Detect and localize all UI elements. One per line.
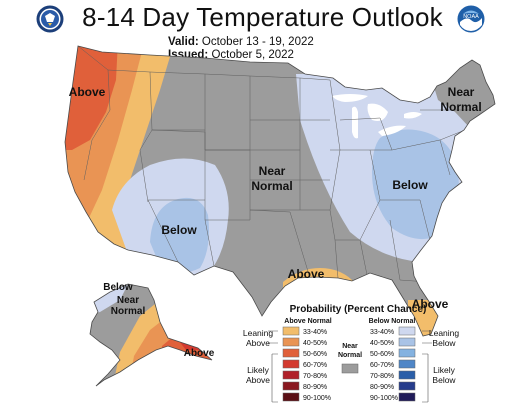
legend-above-header: Above Normal bbox=[284, 318, 332, 325]
florida-above-label: Above bbox=[412, 297, 449, 311]
valid-line: Valid: October 13 - 19, 2022 bbox=[168, 36, 314, 48]
leaning-above-bracket bbox=[268, 330, 278, 344]
leaning-below-bracket bbox=[422, 330, 432, 344]
leaning-below-line2: Below bbox=[432, 338, 456, 348]
alaska-category-layer bbox=[90, 284, 212, 386]
likely-above-line1: Likely bbox=[247, 365, 269, 375]
great-lakes bbox=[332, 94, 422, 139]
legend: Probability (Percent Chance) Above Norma… bbox=[243, 304, 460, 403]
below-bin-swatch-2 bbox=[398, 337, 416, 347]
below-bin-label-7: 90-100% bbox=[370, 395, 398, 402]
likely-above-bracket bbox=[271, 353, 278, 403]
above-bin-swatch-1 bbox=[282, 326, 300, 336]
alaska-above-label: Above bbox=[184, 348, 215, 359]
above-bin-swatch-7 bbox=[282, 392, 300, 402]
likely-below-line1: Likely bbox=[433, 365, 455, 375]
commerce-seal-icon bbox=[36, 5, 64, 33]
below-bin-label-1: 33-40% bbox=[370, 329, 394, 336]
likely-below-line2: Below bbox=[432, 375, 456, 385]
noaa-logo-icon: NOAA bbox=[457, 5, 485, 33]
leaning-above-line2: Above bbox=[246, 338, 270, 348]
below-bin-label-5: 70-80% bbox=[370, 373, 394, 380]
west-above-label: Above bbox=[69, 85, 106, 99]
above-bin-swatch-3 bbox=[282, 348, 300, 358]
likely-above-line2: Above bbox=[246, 375, 270, 385]
alaska-normal-label: Normal bbox=[111, 306, 146, 317]
above-bin-label-4: 60-70% bbox=[303, 362, 327, 369]
southwest-below-label: Below bbox=[161, 223, 197, 237]
noaa-logo-text: NOAA bbox=[463, 14, 479, 20]
near-normal-line2: Normal bbox=[338, 352, 362, 359]
issued-value: October 5, 2022 bbox=[211, 49, 294, 61]
below-bin-swatch-1 bbox=[398, 326, 416, 336]
leaning-below-line1: Leaning bbox=[429, 328, 460, 338]
below-bin-label-3: 50-60% bbox=[370, 351, 394, 358]
alaska-below-label: Below bbox=[103, 282, 133, 293]
lake-ontario bbox=[404, 112, 422, 119]
state-boundaries bbox=[77, 46, 470, 283]
gulf-above-label: Above bbox=[288, 267, 325, 281]
alaska-near-label: Near bbox=[117, 295, 139, 306]
map-labels: Above Below Near Normal Near Normal Belo… bbox=[69, 85, 482, 359]
above-bin-swatch-2 bbox=[282, 337, 300, 347]
below-swatches: 33-40% 40-50% 50-60% 60-70% 70-80% 80-90% 90-1… bbox=[370, 326, 416, 402]
valid-value: October 13 - 19, 2022 bbox=[201, 36, 314, 48]
above-bin-label-6: 80-90% bbox=[303, 384, 327, 391]
leaning-above-line1: Leaning bbox=[243, 328, 274, 338]
northeast-near-label: Near bbox=[448, 85, 475, 99]
central-normal-label: Normal bbox=[251, 179, 292, 193]
alaska-outline bbox=[89, 283, 213, 387]
southwest-below-40-50-region bbox=[150, 197, 209, 273]
valid-label: Valid: bbox=[168, 36, 199, 48]
conus-outline bbox=[64, 45, 496, 337]
below-bin-label-2: 40-50% bbox=[370, 340, 394, 347]
above-bin-label-7: 90-100% bbox=[303, 395, 331, 402]
above-bin-label-2: 40-50% bbox=[303, 340, 327, 347]
below-bin-swatch-5 bbox=[398, 370, 416, 380]
likely-below-bracket bbox=[422, 353, 429, 403]
northeast-normal-label: Normal bbox=[440, 100, 481, 114]
lake-erie bbox=[378, 125, 406, 136]
near-normal-line1: Near bbox=[342, 343, 358, 350]
east-below-40-50-region bbox=[372, 129, 459, 240]
alaska-above-50-60-region bbox=[160, 335, 212, 386]
below-bin-label-4: 60-70% bbox=[370, 362, 394, 369]
lake-michigan bbox=[352, 106, 358, 139]
above-swatches: 33-40% 40-50% 50-60% 60-70% 70-80% 80-90% 90-1… bbox=[282, 326, 331, 402]
below-bin-swatch-6 bbox=[398, 381, 416, 391]
below-bin-swatch-3 bbox=[398, 348, 416, 358]
above-bin-label-5: 70-80% bbox=[303, 373, 327, 380]
legend-title: Probability (Percent Chance) bbox=[290, 304, 427, 315]
above-bin-swatch-4 bbox=[282, 359, 300, 369]
below-bin-label-6: 80-90% bbox=[370, 384, 394, 391]
east-below-label: Below bbox=[392, 178, 428, 192]
above-bin-label-1: 33-40% bbox=[303, 329, 327, 336]
below-bin-swatch-4 bbox=[398, 359, 416, 369]
page-title: 8-14 Day Temperature Outlook bbox=[82, 2, 443, 32]
above-bin-label-3: 50-60% bbox=[303, 351, 327, 358]
above-bin-swatch-6 bbox=[282, 381, 300, 391]
lake-superior bbox=[332, 94, 368, 102]
near-normal-swatch bbox=[341, 363, 359, 374]
legend-below-header: Below Normal bbox=[369, 318, 416, 325]
central-near-label: Near bbox=[259, 164, 286, 178]
lake-huron bbox=[367, 103, 388, 121]
above-bin-swatch-5 bbox=[282, 370, 300, 380]
below-bin-swatch-7 bbox=[398, 392, 416, 402]
